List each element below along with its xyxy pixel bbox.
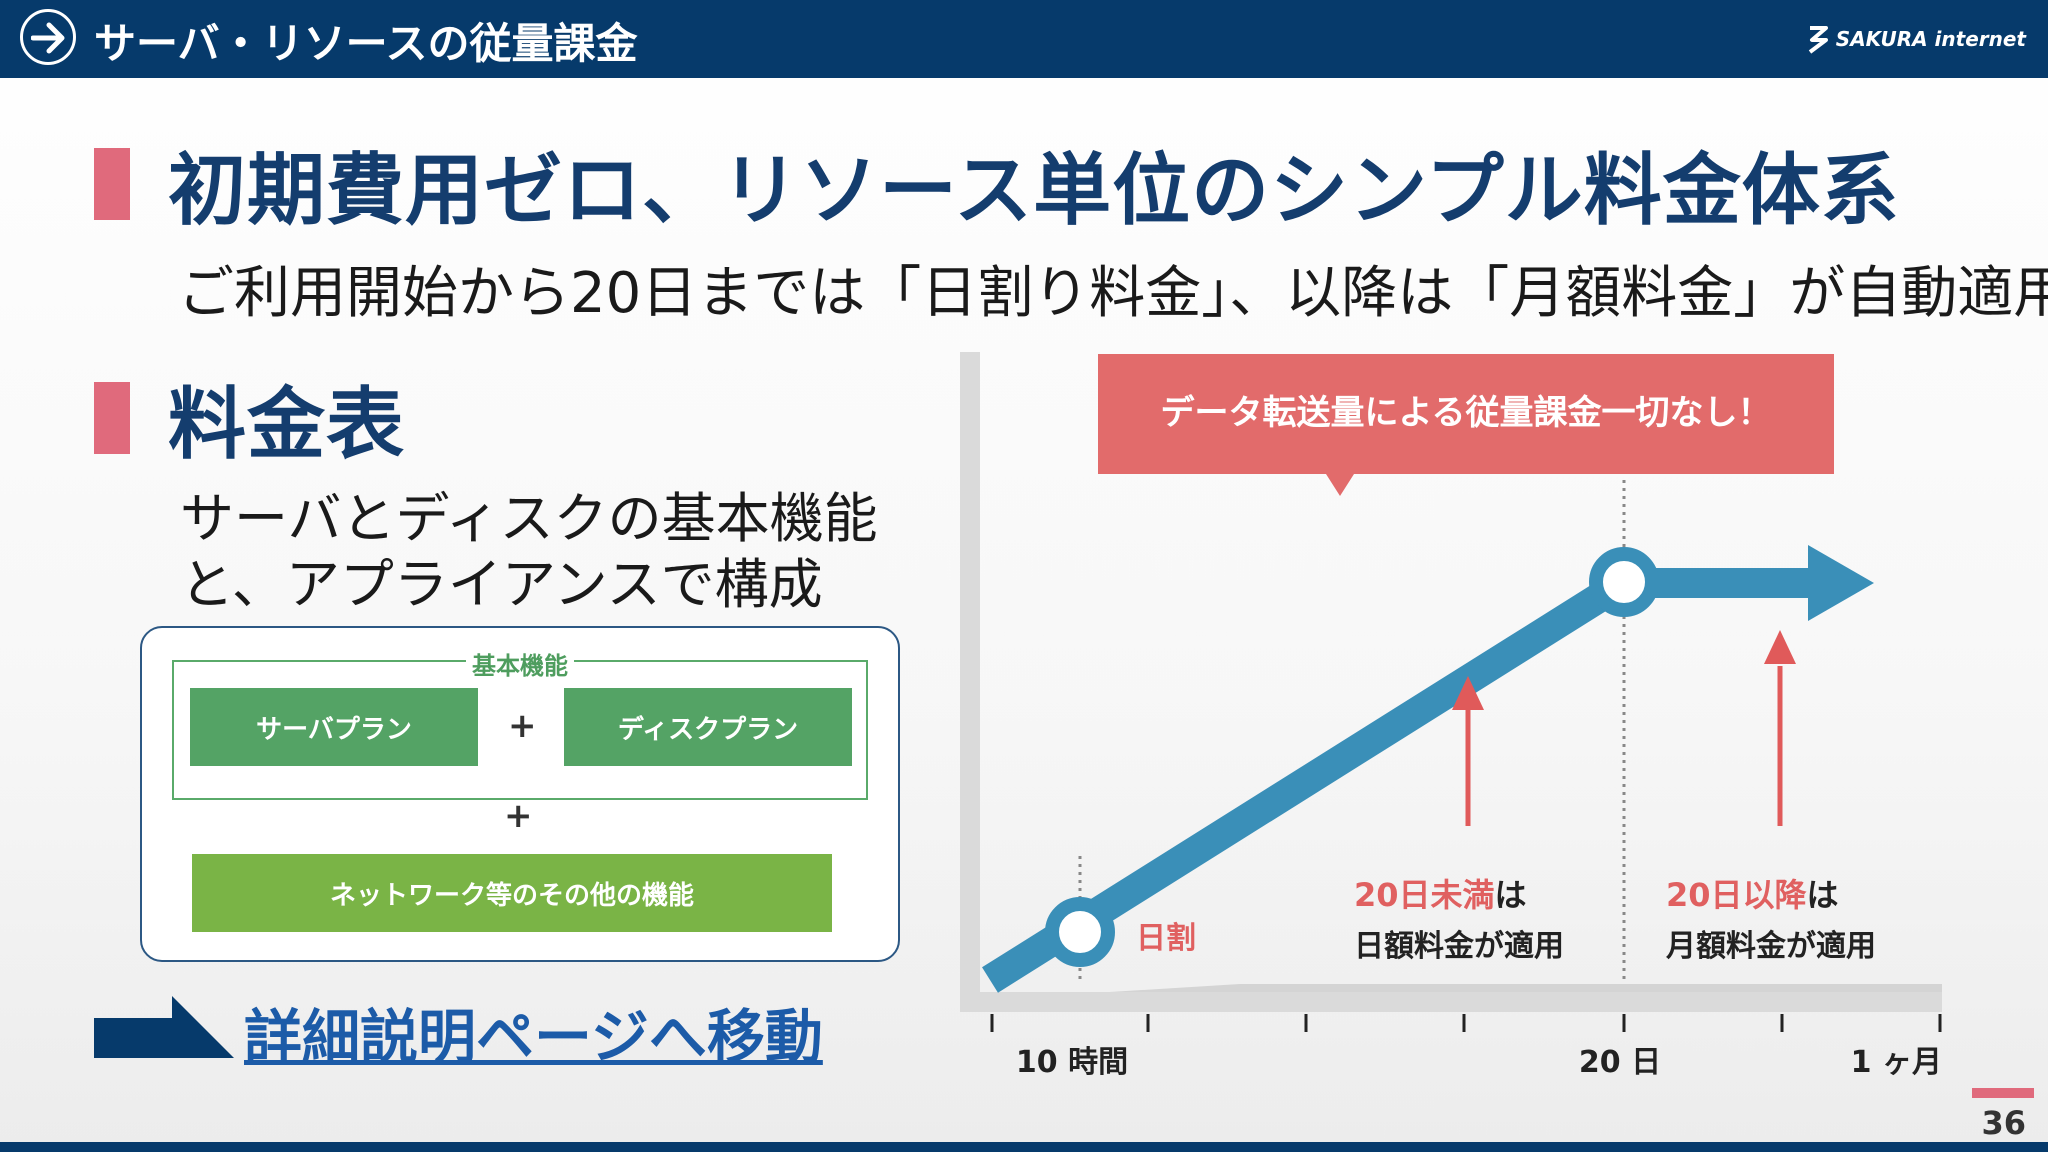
point-label-daily: 日割 <box>1136 921 1196 956</box>
network-features-box: ネットワーク等のその他の機能 <box>192 854 832 932</box>
detail-page-link[interactable]: 詳細説明ページへ移動 <box>244 1003 823 1071</box>
headline-accent-bar <box>94 148 130 220</box>
logo-text: SAKURA internet <box>1835 27 2026 51</box>
basic-features-label: 基本機能 <box>466 646 574 681</box>
footer-bar <box>0 1142 2048 1152</box>
annotation-after-20: 20日以降は <box>1666 876 1839 914</box>
x-axis-ticks <box>990 1014 1942 1032</box>
annotation-daily-rate: 日額料金が適用 <box>1354 929 1564 964</box>
section-heading: 料金表 <box>168 380 406 470</box>
arrow-up-icon <box>1452 676 1484 710</box>
x-tick-label: 1 ヶ月 <box>1851 1045 1942 1080</box>
pricing-composition-panel: 基本機能 サーバプラン + ディスクプラン + ネットワーク等のその他の機能 <box>140 626 900 962</box>
start-point <box>1045 897 1115 967</box>
section-heading-row: 料金表 <box>94 362 405 474</box>
disk-plan-box: ディスクプラン <box>564 688 852 766</box>
plus-sign: + <box>508 706 537 746</box>
plus-sign: + <box>504 796 533 836</box>
x-axis <box>960 992 1942 1012</box>
annotation-highlight: 20日未満 <box>1354 876 1495 914</box>
server-plan-box: サーバプラン <box>190 688 478 766</box>
annotation-suffix: は <box>1495 876 1527 914</box>
sakura-logo: SAKURA internet <box>1806 24 2026 54</box>
header-title: サーバ・リソースの従量課金 <box>94 19 638 68</box>
page-number-accent <box>1972 1088 2034 1098</box>
sakura-logo-icon <box>1808 26 1828 54</box>
headline-row: 初期費用ゼロ、リソース単位のシンプル料金体系 <box>94 128 1900 240</box>
headline: 初期費用ゼロ、リソース単位のシンプル料金体系 <box>168 146 1900 236</box>
x-tick-label: 20 日 <box>1579 1045 1661 1080</box>
basic-features-box: 基本機能 サーバプラン + ディスクプラン <box>172 646 868 800</box>
section-accent-bar <box>94 382 130 454</box>
page-number: 36 <box>1981 1104 2026 1142</box>
annotation-under-20: 20日未満は <box>1354 876 1527 914</box>
callout-text: データ転送量による従量課金一切なし！ <box>1161 393 1772 433</box>
x-tick-label: 10 時間 <box>1016 1045 1128 1080</box>
annotation-monthly-rate: 月額料金が適用 <box>1666 929 1876 964</box>
day20-point <box>1589 547 1659 617</box>
description: サーバとディスクの基本機能と、アプライアンスで構成 <box>180 487 878 616</box>
y-axis <box>960 352 980 1012</box>
annotation-highlight: 20日以降 <box>1666 876 1808 914</box>
pricing-chart: データ転送量による従量課金一切なし！ 日割 20日未満は 日額料金が適用 20日… <box>960 352 1942 1080</box>
arrow-up-icon <box>1764 630 1796 664</box>
annotation-suffix: は <box>1807 876 1839 914</box>
header-bar: サーバ・リソースの従量課金 SAKURA internet <box>0 0 2048 78</box>
subheadline: ご利用開始から20日までは「日割り料金」、以降は「月額料金」が自動適用 <box>178 261 2048 326</box>
arrow-head-icon <box>1808 545 1874 621</box>
arrow-right-circle-icon <box>20 9 76 65</box>
callout-box <box>1098 354 1834 496</box>
arrow-right-icon <box>94 996 234 1058</box>
